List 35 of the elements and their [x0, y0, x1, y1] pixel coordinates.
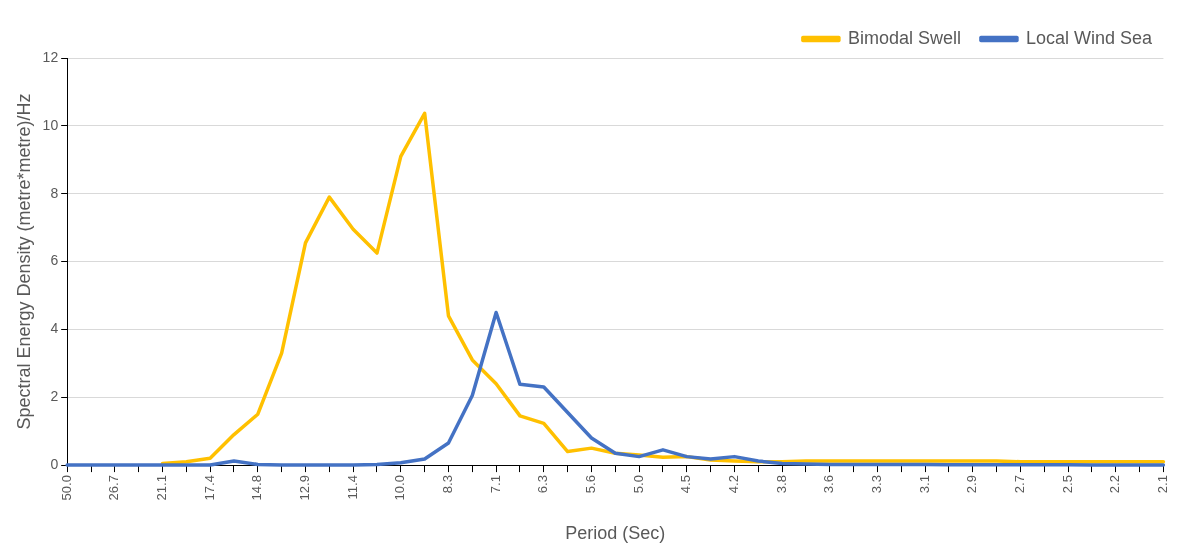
x-tick-label: 3.8 [773, 475, 789, 494]
x-tick-label: 5.6 [583, 475, 599, 494]
x-tick-label: 17.4 [201, 475, 217, 501]
x-tick-label: 12.9 [297, 475, 313, 501]
x-tick-label: 4.2 [726, 475, 742, 494]
x-tick-label: 2.9 [964, 475, 980, 494]
x-tick-label: 14.8 [249, 475, 265, 501]
x-tick-label: 3.1 [916, 475, 932, 494]
y-tick-label: 10 [42, 116, 59, 133]
x-tick-label: 8.3 [440, 475, 456, 494]
x-tick-label: 3.3 [869, 475, 885, 494]
x-tick-label: 6.3 [535, 475, 551, 494]
y-tick-label: 2 [50, 388, 59, 405]
y-tick-label: 0 [50, 455, 59, 472]
x-tick-label: 11.4 [344, 475, 360, 500]
legend-label: Local Wind Sea [1025, 27, 1153, 48]
x-tick-label: 26.7 [106, 475, 122, 501]
y-axis-title: Spectral Energy Density (metre*metre)/Hz [13, 93, 34, 430]
x-tick-label: 2.2 [1107, 475, 1123, 494]
y-tick-label: 8 [50, 184, 59, 201]
legend-label: Bimodal Swell [847, 27, 961, 48]
x-tick-label: 4.5 [678, 475, 694, 494]
x-tick-label: 50.0 [58, 475, 74, 501]
x-tick-label: 21.1 [154, 475, 170, 501]
x-tick-label: 2.1 [1154, 475, 1170, 494]
y-tick-label: 6 [50, 252, 59, 269]
x-tick-label: 10.0 [392, 475, 408, 501]
x-tick-label: 2.5 [1059, 475, 1075, 494]
x-tick-label: 3.6 [821, 475, 837, 494]
x-axis-title: Period (Sec) [565, 523, 666, 544]
y-tick-label: 12 [42, 48, 59, 65]
y-tick-label: 4 [50, 320, 59, 337]
x-tick-label: 5.0 [630, 475, 646, 494]
x-tick-label: 2.7 [1011, 475, 1027, 494]
x-tick-label: 7.1 [487, 475, 503, 494]
